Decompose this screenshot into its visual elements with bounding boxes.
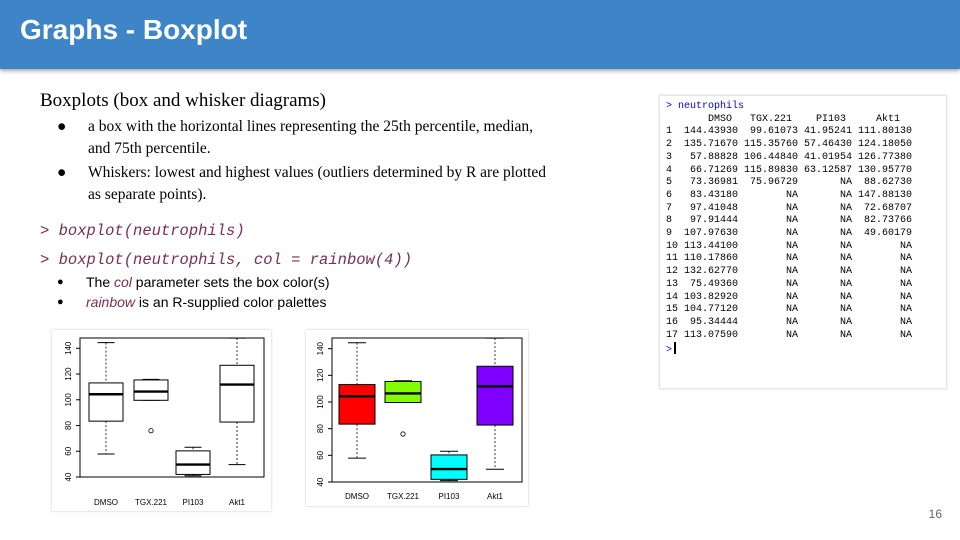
- console-cursor[interactable]: [674, 342, 676, 355]
- code-line-boxplot: > boxplot(neutrophils): [40, 222, 245, 240]
- box-body: [430, 454, 468, 480]
- x-category-label: DMSO: [345, 492, 369, 501]
- console-data-row: 10 113.44100 NA NA NA: [666, 240, 913, 252]
- x-category-label: Akt1: [487, 492, 504, 501]
- bullet-item: ● a box with the horizontal lines represe…: [40, 116, 558, 160]
- box-tgx-221: [133, 378, 169, 434]
- y-tick-label: 60: [316, 450, 325, 459]
- y-tick-label: 140: [316, 341, 325, 355]
- bullet-dot-icon: ●: [57, 276, 64, 288]
- console-command: > neutrophils: [666, 101, 745, 112]
- box-dmso: [338, 342, 376, 459]
- intro-bullets: ● a box with the horizontal lines represe…: [40, 116, 620, 206]
- bullet-item: ● Whiskers: lowest and highest values (ou…: [40, 162, 558, 206]
- console-data-row: 12 132.62770 NA NA NA: [666, 266, 913, 278]
- slide-title: Graphs - Boxplot: [20, 14, 248, 45]
- sub-bullets: ● The col parameter sets the box color(s)…: [40, 272, 330, 312]
- intro-section: Boxplots (box and whisker diagrams) ● a b…: [40, 90, 620, 208]
- box-body: [338, 384, 376, 425]
- sub-bullet-pre: The: [86, 274, 115, 290]
- x-category-label: Akt1: [229, 498, 246, 507]
- page-number: 16: [928, 507, 942, 521]
- x-category-label: DMSO: [94, 498, 118, 507]
- console-output: > neutrophils DMSO TGX.221 PI103 Akt1 1 …: [666, 101, 912, 358]
- outlier-point: [148, 428, 154, 434]
- console-data-row: 9 107.97630 NA NA 49.60179: [666, 228, 913, 240]
- box-body: [219, 364, 255, 423]
- console-data-row: 3 57.88828 106.44840 41.01954 126.77380: [666, 151, 913, 163]
- x-category-label: TGX.221: [135, 498, 168, 507]
- console-rows: 1 144.43930 99.61073 41.95241 111.80130 …: [666, 126, 912, 340]
- y-tick-label: 100: [64, 393, 73, 407]
- boxplot-rainbow: 40 60 80 100 120 140 DMSO TGX.221 PI103 Akt1: [306, 330, 528, 506]
- console-prompt: >: [666, 345, 673, 357]
- sub-bullet-post: is an R-supplied color palettes: [135, 294, 327, 310]
- console-data-row: 15 104.77120 NA NA NA: [666, 304, 913, 316]
- console-data-row: 13 75.49360 NA NA NA: [666, 278, 913, 290]
- box-akt1: [219, 337, 255, 466]
- x-category-label: PI103: [183, 498, 204, 507]
- console-data-row: 4 66.71269 115.89830 63.12587 130.95770: [666, 164, 913, 176]
- boxplot-default-svg: 40 60 80 100 120 140 DMSO TGX.221 PI103 Akt1: [64, 337, 265, 507]
- console-data-row: 7 97.41048 NA NA 72.68707: [666, 202, 913, 214]
- console-header-row: DMSO TGX.221 PI103 Akt1: [666, 113, 901, 125]
- box-body: [384, 380, 422, 404]
- box-tgx-221: [384, 380, 422, 437]
- sub-bullet-rainbow: ● rainbow is an R-supplied color palettes: [40, 292, 330, 312]
- boxplot-rainbow-svg: 40 60 80 100 120 140 DMSO TGX.221 PI103 Akt1: [316, 337, 523, 501]
- box-body: [476, 365, 514, 426]
- y-tick-label: 40: [64, 472, 73, 481]
- console-data-row: 2 135.71670 115.35760 57.46430 124.18050: [666, 139, 913, 151]
- bullet-text: Whiskers: lowest and highest values (out…: [88, 164, 546, 203]
- console-data-row: 17 113.07590 NA NA NA: [666, 329, 913, 341]
- x-category-label: TGX.221: [387, 492, 420, 501]
- console-data-row: 16 95.34444 NA NA NA: [666, 316, 913, 328]
- sub-bullet-col: ● The col parameter sets the box color(s): [40, 272, 330, 292]
- box-dmso: [88, 342, 124, 455]
- bullet-dot-icon: ●: [57, 118, 67, 135]
- y-tick-label: 120: [64, 367, 73, 381]
- sub-bullet-post: parameter sets the box color(s): [131, 274, 330, 290]
- y-tick-label: 80: [64, 421, 73, 430]
- box-body: [175, 450, 211, 475]
- y-tick-label: 80: [316, 424, 325, 433]
- plot-frame: [331, 337, 523, 483]
- bullet-dot-icon: ●: [57, 296, 64, 308]
- intro-title: Boxplots (box and whisker diagrams): [40, 90, 327, 111]
- console-data-row: 6 83.43180 NA NA 147.88130: [666, 189, 913, 201]
- r-console: > neutrophils DMSO TGX.221 PI103 Akt1 1 …: [659, 95, 947, 389]
- box-pi103: [430, 450, 468, 482]
- outlier-point: [400, 431, 406, 437]
- sub-bullet-keyword: rainbow: [86, 294, 136, 310]
- console-data-row: 1 144.43930 99.61073 41.95241 111.80130: [666, 126, 913, 138]
- console-data-row: 5 73.36981 75.96729 NA 88.62730: [666, 177, 913, 189]
- boxplot-default: 40 60 80 100 120 140 DMSO TGX.221 PI103 Akt1: [52, 330, 271, 511]
- box-body: [88, 382, 124, 422]
- box-akt1: [476, 337, 514, 470]
- console-data-row: 8 97.91444 NA NA 82.73766: [666, 215, 913, 227]
- y-tick-label: 120: [316, 368, 325, 382]
- sub-bullet-keyword: col: [114, 274, 132, 290]
- y-tick-label: 140: [64, 341, 73, 355]
- code-line-boxplot-rainbow: > boxplot(neutrophils, col = rainbow(4)): [40, 251, 413, 269]
- plot-frame: [79, 337, 265, 478]
- box-body: [133, 379, 169, 401]
- y-tick-label: 60: [64, 446, 73, 455]
- slide-header: Graphs - Boxplot: [0, 0, 960, 69]
- box-pi103: [175, 446, 211, 477]
- bullet-dot-icon: ●: [57, 164, 67, 181]
- console-data-row: 11 110.17860 NA NA NA: [666, 253, 913, 265]
- console-data-row: 14 103.82920 NA NA NA: [666, 291, 913, 303]
- bullet-text: a box with the horizontal lines represen…: [88, 118, 534, 157]
- x-category-label: PI103: [439, 492, 460, 501]
- y-tick-label: 40: [316, 477, 325, 486]
- y-tick-label: 100: [316, 395, 325, 409]
